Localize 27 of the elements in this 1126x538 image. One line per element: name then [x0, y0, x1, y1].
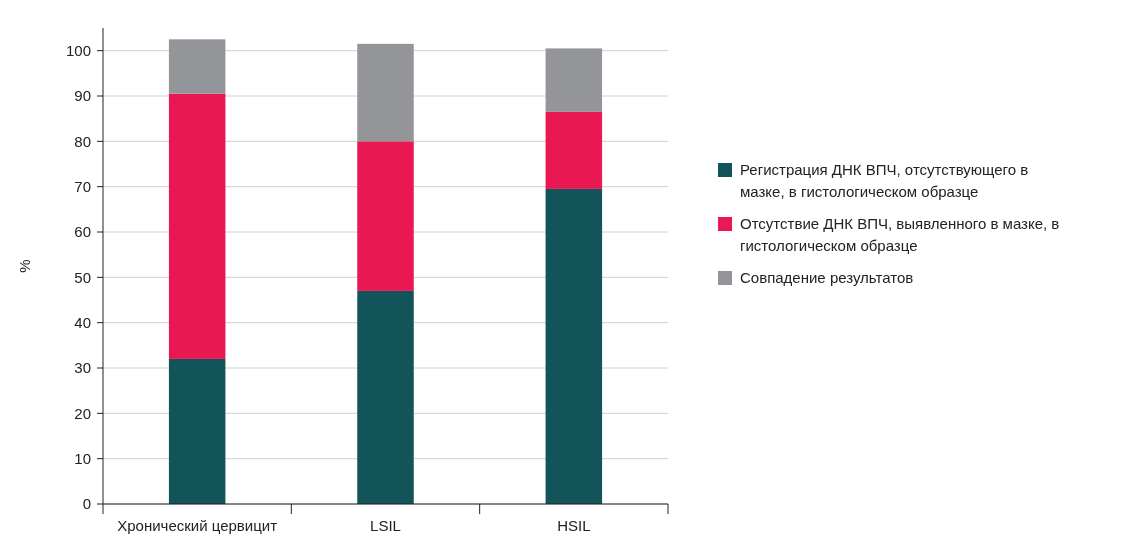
bar	[545, 111, 603, 189]
y-tick-label: 20	[74, 404, 91, 422]
y-tick-label: 50	[74, 268, 91, 286]
bar	[168, 93, 226, 359]
y-tick-label: 40	[74, 313, 91, 331]
y-tick-label: 100	[65, 41, 91, 59]
bar	[545, 48, 603, 112]
legend-label: Отсутствие ДНК ВПЧ, выявленного в мазке, в гистологическом образце	[740, 215, 1060, 254]
y-tick-label: 80	[74, 132, 91, 150]
bar	[168, 39, 226, 94]
bar	[357, 43, 414, 142]
y-axis-title: %	[16, 259, 33, 273]
y-tick-label: 90	[74, 87, 91, 105]
y-tick-label: 30	[74, 359, 91, 377]
bar	[357, 141, 414, 291]
bar	[545, 188, 603, 504]
bar	[357, 290, 414, 504]
y-tick-label: 0	[82, 495, 91, 513]
x-tick-label: Хронический цервицит	[117, 517, 278, 534]
y-tick-label: 60	[74, 223, 91, 241]
legend-label: Регистрация ДНК ВПЧ, отсутствующего в мазке, в гистологическом образце	[740, 161, 1029, 200]
y-tick-label: 10	[74, 449, 91, 467]
x-tick-label: LSIL	[370, 517, 401, 534]
bar	[168, 358, 226, 504]
y-tick-label: 70	[74, 177, 91, 195]
x-tick-label: HSIL	[557, 517, 591, 534]
legend-label: Совпадение результатов	[740, 269, 914, 286]
